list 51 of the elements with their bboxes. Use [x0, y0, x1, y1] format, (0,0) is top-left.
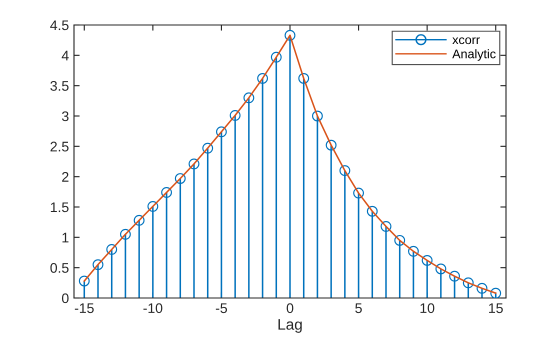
point [366, 206, 378, 217]
point [326, 140, 337, 151]
x-tick-label: -10 [143, 303, 162, 314]
point [92, 259, 104, 270]
legend-label: xcorr [452, 37, 480, 44]
y-tick-label: 3 [62, 111, 69, 122]
y-tick-label: 0 [62, 293, 69, 304]
y-tick-label: 4 [62, 50, 69, 60]
y-tick-label: 1 [62, 232, 68, 242]
point [78, 276, 90, 286]
point [353, 188, 364, 198]
x-tick-label: -5 [216, 303, 228, 314]
x-tick-label: 15 [489, 303, 503, 314]
point [449, 270, 460, 282]
point [462, 277, 474, 288]
point [284, 30, 296, 41]
point [243, 92, 254, 104]
point [312, 110, 323, 122]
legend-label: Analytic [452, 49, 496, 61]
x-axis-title: Lag [278, 319, 302, 333]
y-tick-label: 1.5 [50, 202, 69, 212]
point [422, 254, 433, 266]
y-tick-label: 2 [62, 172, 68, 182]
x-tick-label: 0 [286, 303, 294, 314]
point [230, 110, 241, 121]
point [270, 52, 282, 63]
point [257, 72, 268, 84]
point [435, 263, 446, 274]
point [161, 187, 172, 198]
x-tick-label: 5 [355, 303, 362, 314]
point [202, 142, 214, 154]
point [120, 228, 131, 240]
point [134, 214, 145, 226]
point [147, 200, 158, 212]
y-tick-label: 4.5 [50, 20, 69, 30]
point [476, 282, 488, 294]
y-tick-label: 3.5 [50, 81, 69, 91]
point [394, 234, 406, 246]
point [408, 246, 419, 257]
point [216, 126, 227, 138]
x-tick-label: -15 [74, 303, 94, 314]
point [339, 165, 350, 176]
point [106, 244, 118, 255]
point [298, 72, 310, 84]
point [188, 158, 200, 170]
point [380, 221, 392, 232]
y-tick-label: 0.5 [50, 263, 69, 273]
point [174, 173, 186, 184]
y-tick-label: 2.5 [50, 142, 69, 152]
x-tick-label: 10 [420, 303, 434, 314]
point [490, 288, 502, 298]
